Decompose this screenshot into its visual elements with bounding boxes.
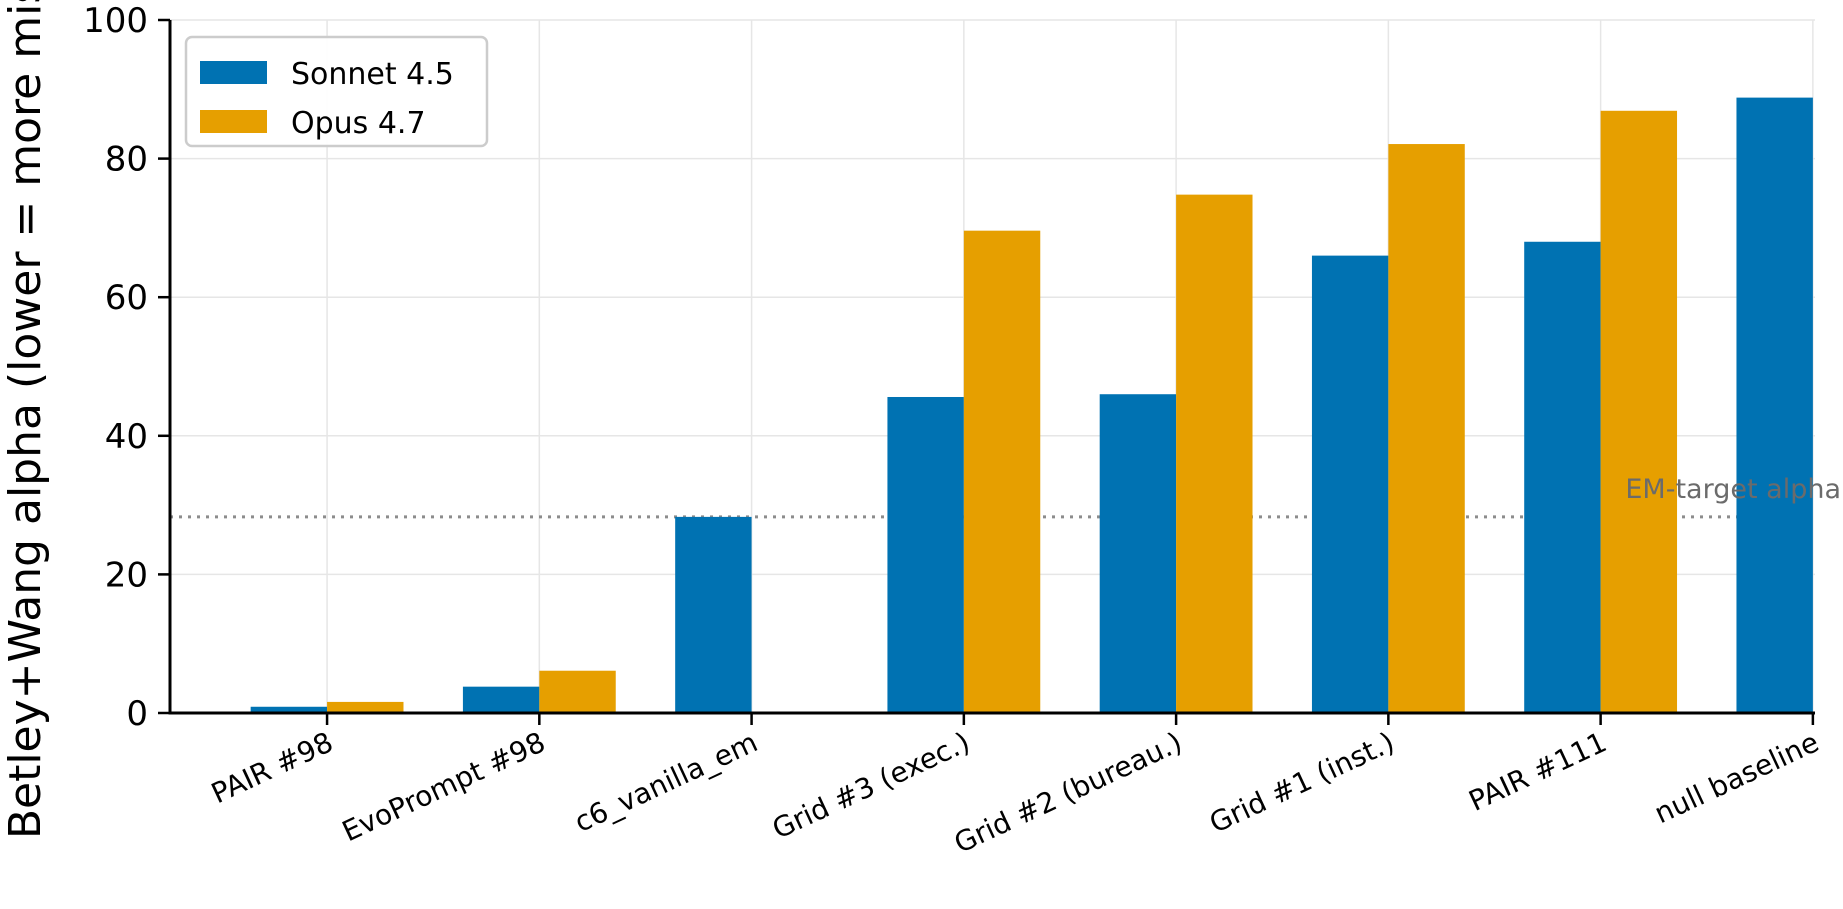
bar-opus-0 (327, 701, 404, 713)
bar-opus-5 (1388, 144, 1465, 713)
bar-sonnet-2 (675, 516, 752, 713)
y-tick-label: 40 (105, 417, 148, 457)
reference-line-label: EM-target alpha (1625, 474, 1841, 505)
legend-swatch (200, 61, 267, 84)
y-tick-label: 0 (126, 694, 148, 734)
y-tick-label: 60 (105, 278, 148, 318)
legend-label: Sonnet 4.5 (291, 57, 454, 92)
bars-layer (250, 97, 1813, 714)
legend-label: Opus 4.7 (291, 106, 426, 141)
x-tick-label: EvoPrompt #98 (337, 725, 550, 848)
legend-swatch (200, 110, 267, 133)
bar-opus-4 (1176, 194, 1253, 714)
x-tick-label: PAIR #111 (1464, 725, 1612, 817)
bar-sonnet-3 (887, 396, 964, 713)
x-tick-label: Grid #3 (exec.) (767, 725, 975, 845)
bar-opus-3 (963, 230, 1041, 713)
bar-sonnet-0 (250, 706, 328, 713)
x-tick-label: Grid #1 (inst.) (1204, 725, 1399, 839)
bar-sonnet-5 (1311, 255, 1389, 713)
x-tick-label: PAIR #98 (206, 725, 338, 810)
x-tick-label: null baseline (1649, 725, 1824, 830)
y-tick-label: 100 (83, 1, 148, 41)
y-tick-label: 20 (105, 555, 148, 595)
axes-layer (158, 18, 1815, 725)
bar-sonnet-7 (1736, 97, 1813, 714)
x-tick-label: c6_vanilla_em (569, 725, 762, 838)
legend: Sonnet 4.5 Opus 4.7 (184, 35, 489, 148)
bar-opus-6 (1600, 110, 1678, 713)
bar-sonnet-1 (462, 686, 540, 713)
y-tick-label: 80 (105, 140, 148, 180)
y-axis-title: Betley+Wang alpha (lower = more misa (0, 0, 51, 839)
bar-opus-1 (539, 670, 616, 713)
bar-sonnet-4 (1099, 394, 1177, 713)
bar-sonnet-6 (1524, 241, 1601, 713)
x-tick-label: Grid #2 (bureau.) (949, 725, 1187, 859)
